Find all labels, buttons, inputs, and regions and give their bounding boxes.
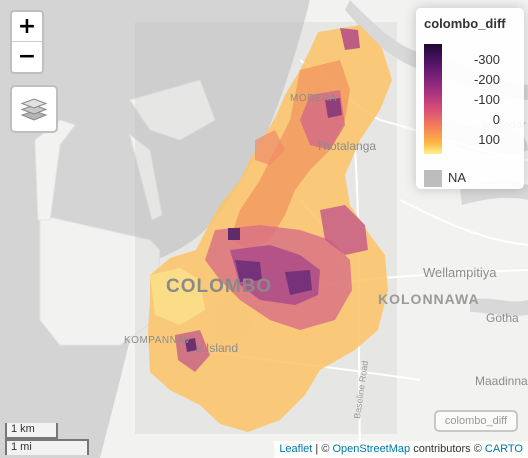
legend-label: -100 [473,92,500,107]
layer-name-tag: colombo_diff [434,410,518,432]
label-kolonnawa: KOLONNAWA [378,291,480,307]
port-structures [34,79,216,346]
leaflet-link[interactable]: Leaflet [279,443,313,455]
zoom-in-button[interactable]: + [12,12,42,42]
layers-icon [20,98,48,121]
label-gotha: Gotha [486,311,519,325]
legend-panel: colombo_diff -300 -200 -100 0 100 NA [416,8,524,189]
legend-label: -300 [473,52,500,67]
legend-label: 100 [478,132,500,147]
attribution-mid: contributors © [410,443,485,455]
attribution: Leaflet | © OpenStreetMap contributors ©… [274,441,528,458]
legend-tick [442,140,448,141]
legend-na-swatch [424,170,442,187]
heatmap-raster [148,25,392,432]
layers-control-button[interactable] [10,85,58,133]
legend-tick [442,80,448,81]
attribution-sep: | © [312,443,333,455]
zoom-out-button[interactable]: − [17,44,37,69]
label-wellampitiya: Wellampitiya [423,265,497,280]
label-modera: MODERA [290,93,337,104]
carto-link[interactable]: CARTO [484,443,523,455]
legend-tick [442,100,448,101]
legend-title: colombo_diff [424,16,506,31]
legend-label: -200 [473,72,500,87]
scale-bar-km: 1 km [5,423,58,439]
osm-link[interactable]: OpenStreetMap [332,443,411,455]
legend-tick [442,120,448,121]
legend-tick [442,60,448,61]
label-colombo: COLOMBO [166,276,273,297]
label-kompannavidiya: KOMPANNAV [124,335,191,346]
label-maadinnagoda: Maadinnag [475,374,528,388]
legend-label: 0 [492,112,500,127]
label-slave-island: e Island [196,341,239,355]
scale-bar-mi: 1 mi [5,439,89,455]
label-thotalanga: Thotalanga [316,139,377,153]
zoom-control: + − [10,10,44,74]
legend-color-ramp [424,44,442,154]
legend-na-label: NA [448,170,467,185]
